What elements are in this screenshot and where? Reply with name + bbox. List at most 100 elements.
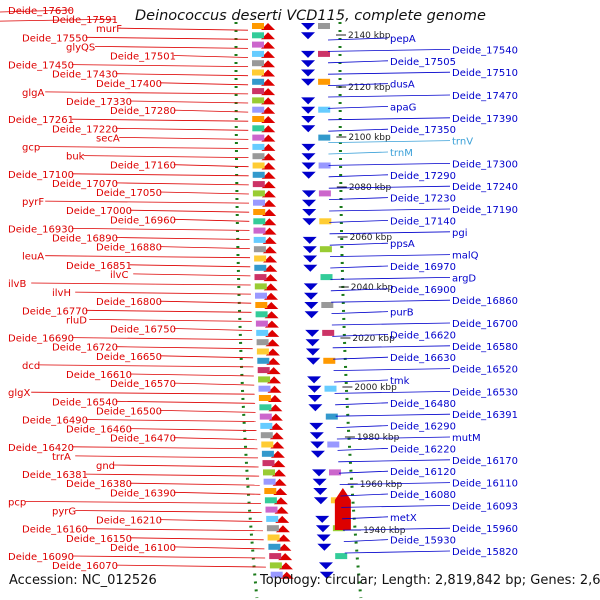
function-block <box>263 469 275 476</box>
left-label-leader <box>71 64 249 67</box>
left-label-leader <box>173 382 255 386</box>
function-block <box>263 478 276 485</box>
left-gene-label: Deide_16851 <box>66 261 132 272</box>
reverse-gene-arrow <box>301 143 316 151</box>
right-gene-label: Deide_17240 <box>452 182 518 193</box>
forward-gene-arrow <box>261 32 276 40</box>
left-gene-label: Deide_17220 <box>52 124 118 135</box>
reverse-gene-arrow <box>313 497 328 505</box>
left-gene-label: Deide_16540 <box>52 397 118 408</box>
forward-gene-arrow <box>270 441 285 449</box>
right-label-leader <box>333 368 451 371</box>
function-block <box>265 506 278 513</box>
right-label-leader <box>328 151 389 155</box>
tick-label: 2080 kbp <box>349 183 392 193</box>
function-block <box>255 292 267 299</box>
left-label-leader <box>173 437 257 441</box>
reverse-gene-arrow <box>315 515 330 523</box>
left-label-leader <box>75 291 251 295</box>
forward-gene-arrow <box>261 143 276 151</box>
right-label-leader <box>328 140 451 143</box>
function-block <box>318 134 331 141</box>
function-block <box>258 385 271 392</box>
reverse-gene-arrow <box>312 478 327 486</box>
left-label-leader <box>115 237 250 240</box>
function-block <box>252 97 265 104</box>
left-label-leader <box>25 501 261 504</box>
left-label-leader <box>0 18 116 22</box>
function-block <box>269 553 282 560</box>
left-gene-label: Deide_17550 <box>22 33 88 44</box>
function-block <box>258 376 271 383</box>
function-block <box>321 302 334 308</box>
function-block <box>261 441 274 448</box>
function-block <box>260 422 273 429</box>
reverse-gene-arrow <box>301 97 316 105</box>
forward-gene-arrow <box>279 571 294 579</box>
function-block <box>252 60 264 67</box>
forward-gene-arrow <box>261 181 276 189</box>
forward-gene-arrow <box>261 23 276 30</box>
forward-gene-arrow <box>263 283 278 291</box>
right-gene-label: Deide_16290 <box>390 422 456 433</box>
left-label-leader <box>89 319 252 322</box>
reverse-gene-arrow <box>315 525 330 533</box>
function-block <box>266 515 279 522</box>
right-label-leader <box>333 356 389 360</box>
function-block <box>252 143 265 150</box>
forward-gene-arrow <box>261 134 276 142</box>
right-label-leader <box>338 459 451 463</box>
right-label-leader <box>331 311 389 314</box>
function-block <box>322 329 335 336</box>
topology-label: Topology: circular; Length: 2,819,842 bp… <box>260 573 600 588</box>
right-gene-label: Deide_16120 <box>390 467 456 478</box>
left-gene-label: Deide_16390 <box>110 488 176 499</box>
right-label-leader <box>341 505 451 508</box>
forward-gene-arrow <box>261 41 276 49</box>
forward-gene-arrow <box>267 395 282 402</box>
reverse-gene-arrow <box>301 60 316 68</box>
left-label-leader <box>115 73 249 77</box>
left-label-leader <box>119 27 249 31</box>
function-block <box>254 264 267 271</box>
right-gene-label: Deide_17350 <box>390 125 456 136</box>
left-gene-label: Deide_16800 <box>96 297 162 308</box>
inner-track-guide <box>338 22 363 599</box>
forward-gene-arrow <box>267 376 282 384</box>
forward-gene-arrow <box>262 236 277 244</box>
right-gene-label: Deide_17290 <box>390 171 456 182</box>
left-label-leader <box>115 564 266 568</box>
right-gene-label: Deide_16391 <box>452 410 518 421</box>
forward-gene-arrow <box>273 497 288 505</box>
right-label-leader <box>340 493 389 497</box>
right-label-leader <box>335 402 389 406</box>
left-gene-label: pcp <box>8 497 26 508</box>
left-label-leader <box>159 191 249 195</box>
right-gene-label: trnV <box>452 137 473 148</box>
function-block <box>253 246 266 253</box>
left-label-leader <box>129 373 254 377</box>
forward-gene-arrow <box>262 246 277 254</box>
forward-gene-arrow <box>261 88 276 96</box>
reverse-gene-arrow <box>310 450 325 458</box>
reverse-gene-arrow <box>304 292 319 300</box>
reverse-gene-arrow <box>302 218 317 226</box>
function-block <box>327 441 340 448</box>
right-label-leader <box>330 265 389 269</box>
right-label-leader <box>328 174 389 178</box>
left-label-leader <box>71 228 250 231</box>
function-block <box>252 50 264 57</box>
function-block <box>252 116 265 122</box>
function-block <box>252 88 265 95</box>
left-label-leader <box>129 209 250 213</box>
left-label-leader <box>45 200 250 204</box>
function-block <box>252 32 264 39</box>
right-label-leader <box>328 106 389 109</box>
left-label-leader <box>115 400 256 404</box>
right-label-leader <box>336 425 389 428</box>
forward-gene-arrow <box>264 311 279 319</box>
right-gene-label: Deide_15960 <box>452 524 518 535</box>
function-block <box>252 106 265 113</box>
forward-gene-arrow <box>265 339 280 347</box>
forward-gene-arrow <box>261 106 276 114</box>
